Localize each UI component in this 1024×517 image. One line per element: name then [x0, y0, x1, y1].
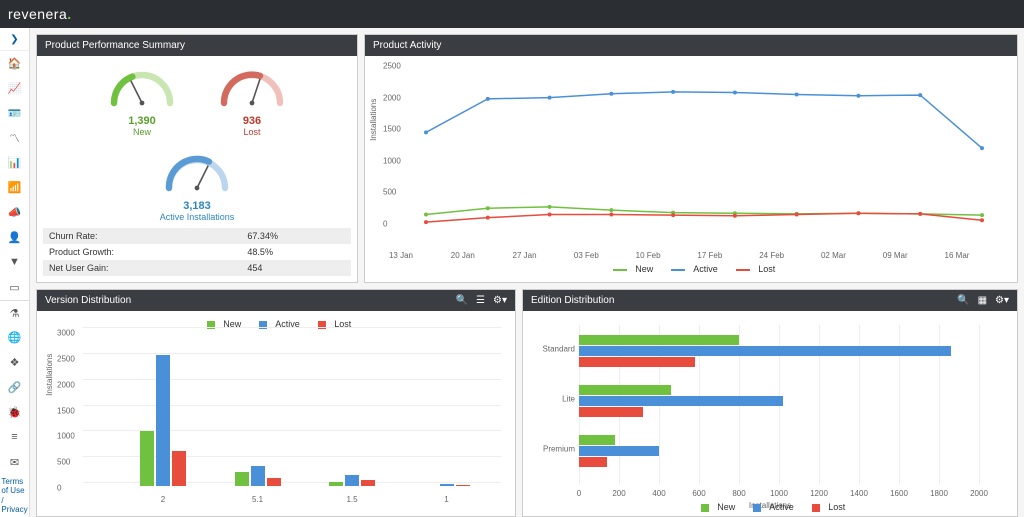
gauge-lost-value: 936 [202, 115, 302, 127]
gauge-new: 1,390 New [92, 62, 192, 137]
grid-icon[interactable]: ▦ [978, 295, 987, 306]
sidebar: ❯ 🏠 📈 🪪 〽 📊 📶 📣 👤 ▼ ▭ ⚗ 🌐 ❖ 🔗 🐞 ≡ ✉ Term… [0, 28, 30, 517]
activity-legend: New Active Lost [371, 264, 1011, 274]
panel-header-version: Version Distribution 🔍 ☰ ⚙▾ [37, 290, 515, 311]
search-icon[interactable]: 🔍 [456, 295, 468, 306]
tasks-icon[interactable]: ≡ [0, 425, 29, 450]
bug-icon[interactable]: 🐞 [0, 400, 29, 425]
table-row: Churn Rate:67.34% [43, 228, 351, 244]
y-axis-label: Installations [45, 353, 54, 395]
content: Product Performance Summary 1,390 New 93… [30, 28, 1024, 517]
panel-title: Edition Distribution [531, 295, 614, 306]
privacy-link[interactable]: / Privacy [1, 496, 27, 515]
bar-chart-icon[interactable]: 📊 [0, 150, 29, 175]
gauge-lost: 936 Lost [202, 62, 302, 137]
box-icon[interactable]: ▭ [0, 275, 29, 300]
table-row: Product Growth:48.5% [43, 244, 351, 260]
edition-hbarchart: 0200400600800100012001400160018002000Sta… [529, 317, 1011, 512]
links-icon[interactable]: 🔗 [0, 375, 29, 400]
gauge-active-value: 3,183 [117, 200, 277, 212]
panel-title: Version Distribution [45, 295, 131, 306]
panel-version: Version Distribution 🔍 ☰ ⚙▾ Installation… [36, 289, 516, 517]
filter-icon[interactable]: ▼ [0, 250, 29, 275]
stats-table: Churn Rate:67.34% Product Growth:48.5% N… [43, 228, 351, 276]
panel-activity: Product Activity Installations 050010001… [364, 34, 1018, 283]
gear-icon[interactable]: ⚙▾ [995, 295, 1009, 306]
terms-link[interactable]: Terms of Use [1, 477, 27, 496]
gauge-new-value: 1,390 [92, 115, 192, 127]
home-icon[interactable]: 🏠 [0, 51, 29, 76]
footer-links: Terms of Use / Privacy [0, 475, 30, 517]
panel-header-summary: Product Performance Summary [37, 35, 357, 56]
table-row: Net User Gain:454 [43, 260, 351, 276]
envelope-icon[interactable]: ✉ [0, 450, 29, 475]
gauge-lost-label: Lost [202, 127, 302, 137]
line-chart-icon[interactable]: 〽 [0, 126, 29, 151]
speaker-icon[interactable]: 📣 [0, 200, 29, 225]
activity-linechart: Installations 0500100015002000250013 Jan… [371, 62, 1011, 262]
gauge-new-label: New [92, 127, 192, 137]
panel-title: Product Activity [373, 40, 441, 51]
list-icon[interactable]: ☰ [476, 295, 485, 306]
panel-title: Product Performance Summary [45, 40, 185, 51]
panel-header-edition: Edition Distribution 🔍 ▦ ⚙▾ [523, 290, 1017, 311]
cubes-icon[interactable]: ❖ [0, 350, 29, 375]
globe-icon[interactable]: 🌐 [0, 325, 29, 350]
gear-icon[interactable]: ⚙▾ [493, 295, 507, 306]
gauge-active-label: Active Installations [117, 212, 277, 222]
brand-logo: revenera. [8, 6, 72, 22]
gauge-active: 3,183 Active Installations [117, 147, 277, 222]
signal-icon[interactable]: 📶 [0, 175, 29, 200]
panel-edition: Edition Distribution 🔍 ▦ ⚙▾ 020040060080… [522, 289, 1018, 517]
panel-summary: Product Performance Summary 1,390 New 93… [36, 34, 358, 283]
version-barchart: Installations 05001000150020002500300025… [43, 319, 509, 514]
search-icon[interactable]: 🔍 [957, 295, 969, 306]
id-card-icon[interactable]: 🪪 [0, 101, 29, 126]
flask-icon[interactable]: ⚗ [0, 301, 29, 326]
sidebar-toggle[interactable]: ❯ [0, 28, 29, 51]
person-icon[interactable]: 👤 [0, 225, 29, 250]
area-chart-icon[interactable]: 📈 [0, 76, 29, 101]
panel-header-activity: Product Activity [365, 35, 1017, 56]
topbar: revenera. [0, 0, 1024, 28]
